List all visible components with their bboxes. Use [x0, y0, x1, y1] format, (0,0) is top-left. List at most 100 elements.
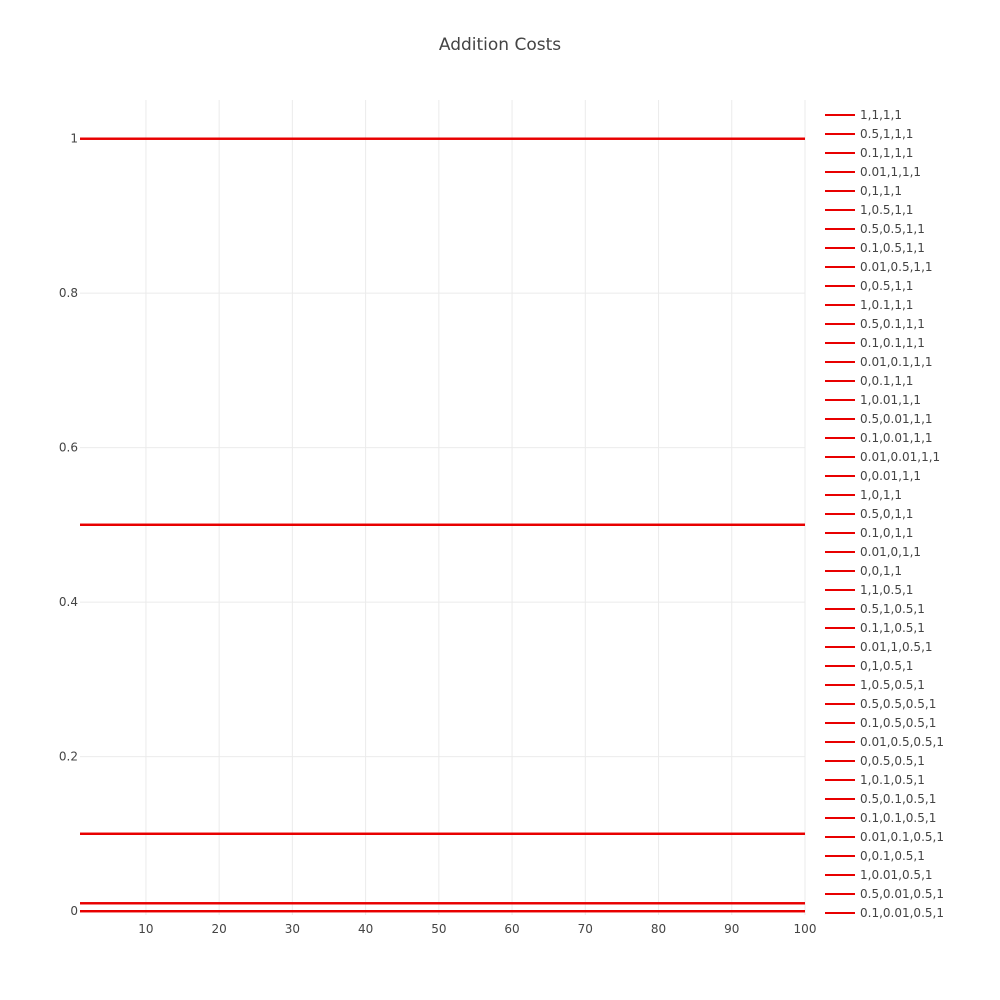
legend-item[interactable]: 0,0.01,1,1 — [825, 469, 921, 483]
x-tick-label: 100 — [794, 922, 817, 936]
legend-item[interactable]: 0.01,1,0.5,1 — [825, 640, 933, 654]
legend-item[interactable]: 0.1,1,0.5,1 — [825, 621, 925, 635]
legend-item[interactable]: 0.5,0.1,0.5,1 — [825, 792, 936, 806]
legend-item[interactable]: 0.01,0.5,0.5,1 — [825, 735, 944, 749]
legend-label: 0.01,0.5,0.5,1 — [860, 735, 944, 749]
legend-label: 0.1,0.5,0.5,1 — [860, 716, 936, 730]
legend-item[interactable]: 1,0.1,1,1 — [825, 298, 913, 312]
legend-item[interactable]: 0,0.5,1,1 — [825, 279, 913, 293]
legend-item[interactable]: 0.5,0.01,0.5,1 — [825, 887, 944, 901]
legend-item[interactable]: 0.5,1,1,1 — [825, 127, 913, 141]
legend-label: 0.5,0,1,1 — [860, 507, 913, 521]
legend-label: 0.01,0.1,1,1 — [860, 355, 933, 369]
legend-item[interactable]: 0.01,0.1,1,1 — [825, 355, 933, 369]
y-tick-label: 0.4 — [59, 595, 78, 609]
legend-item[interactable]: 1,1,1,1 — [825, 108, 902, 122]
x-axis: 10 20 30 40 50 60 70 80 90 100 — [138, 922, 816, 936]
plot-area — [80, 137, 805, 913]
legend-label: 0.01,0.1,0.5,1 — [860, 830, 944, 844]
legend-item[interactable]: 1,0.01,0.5,1 — [825, 868, 933, 882]
legend-item[interactable]: 0.01,0.01,1,1 — [825, 450, 940, 464]
legend-label: 0,0.1,0.5,1 — [860, 849, 925, 863]
legend-label: 0.5,1,0.5,1 — [860, 602, 925, 616]
legend-item[interactable]: 0.1,0.5,1,1 — [825, 241, 925, 255]
legend-item[interactable]: 0,1,0.5,1 — [825, 659, 913, 673]
x-tick-label: 40 — [358, 922, 373, 936]
legend-label: 0.1,1,1,1 — [860, 146, 913, 160]
legend-label: 0,0.5,1,1 — [860, 279, 913, 293]
legend[interactable]: 1,1,1,1 0.5,1,1,1 0.1,1,1,1 0.01,1,1,1 0,1,1… — [825, 108, 944, 920]
legend-item[interactable]: 0.5,0,1,1 — [825, 507, 913, 521]
legend-label: 1,0.01,0.5,1 — [860, 868, 933, 882]
legend-item[interactable]: 1,0.01,1,1 — [825, 393, 921, 407]
legend-item[interactable]: 0,0.1,1,1 — [825, 374, 913, 388]
x-tick-label: 50 — [431, 922, 446, 936]
legend-item[interactable]: 0.01,0.5,1,1 — [825, 260, 933, 274]
legend-label: 0,0.01,1,1 — [860, 469, 921, 483]
legend-label: 1,0.1,0.5,1 — [860, 773, 925, 787]
legend-label: 0,0.5,0.5,1 — [860, 754, 925, 768]
legend-label: 0.5,0.5,0.5,1 — [860, 697, 936, 711]
legend-label: 0,1,1,1 — [860, 184, 902, 198]
x-tick-label: 70 — [578, 922, 593, 936]
legend-label: 0.01,0.01,1,1 — [860, 450, 940, 464]
legend-item[interactable]: 0.1,0.1,1,1 — [825, 336, 925, 350]
legend-item[interactable]: 0.5,0.5,1,1 — [825, 222, 925, 236]
chart-title: Addition Costs — [439, 35, 561, 55]
legend-label: 0.01,1,0.5,1 — [860, 640, 933, 654]
legend-item[interactable]: 0.1,0.01,1,1 — [825, 431, 933, 445]
legend-item[interactable]: 1,0.5,1,1 — [825, 203, 913, 217]
legend-label: 0.1,0.01,0.5,1 — [860, 906, 944, 920]
legend-item[interactable]: 0.1,1,1,1 — [825, 146, 913, 160]
legend-label: 0.5,0.5,1,1 — [860, 222, 925, 236]
legend-item[interactable]: 0.5,1,0.5,1 — [825, 602, 925, 616]
legend-label: 0.5,1,1,1 — [860, 127, 913, 141]
y-tick-label: 0 — [70, 904, 78, 918]
x-tick-label: 80 — [651, 922, 666, 936]
y-tick-label: 0.2 — [59, 750, 78, 764]
legend-item[interactable]: 1,0,1,1 — [825, 488, 902, 502]
legend-item[interactable]: 0.5,0.01,1,1 — [825, 412, 933, 426]
legend-label: 0,0.1,1,1 — [860, 374, 913, 388]
legend-item[interactable]: 0.5,0.5,0.5,1 — [825, 697, 936, 711]
legend-label: 1,0.1,1,1 — [860, 298, 913, 312]
x-tick-label: 90 — [724, 922, 739, 936]
legend-item[interactable]: 0.1,0.1,0.5,1 — [825, 811, 936, 825]
y-axis: 0 0.2 0.4 0.6 0.8 1 — [59, 132, 78, 919]
legend-item[interactable]: 1,1,0.5,1 — [825, 583, 913, 597]
legend-item[interactable]: 1,0.1,0.5,1 — [825, 773, 925, 787]
legend-label: 0.5,0.1,0.5,1 — [860, 792, 936, 806]
legend-item[interactable]: 0.1,0.01,0.5,1 — [825, 906, 944, 920]
legend-label: 0.01,1,1,1 — [860, 165, 921, 179]
legend-item[interactable]: 0,0.5,0.5,1 — [825, 754, 925, 768]
legend-item[interactable]: 0.1,0.5,0.5,1 — [825, 716, 936, 730]
legend-label: 0,0,1,1 — [860, 564, 902, 578]
y-tick-label: 0.6 — [59, 441, 78, 455]
x-tick-label: 20 — [212, 922, 227, 936]
legend-label: 0.1,0.1,1,1 — [860, 336, 925, 350]
legend-label: 1,0.01,1,1 — [860, 393, 921, 407]
legend-item[interactable]: 0,0.1,0.5,1 — [825, 849, 925, 863]
legend-item[interactable]: 0.5,0.1,1,1 — [825, 317, 925, 331]
legend-label: 1,1,0.5,1 — [860, 583, 913, 597]
legend-label: 0.1,1,0.5,1 — [860, 621, 925, 635]
legend-label: 0,1,0.5,1 — [860, 659, 913, 673]
legend-item[interactable]: 1,0.5,0.5,1 — [825, 678, 925, 692]
legend-item[interactable]: 0.1,0,1,1 — [825, 526, 913, 540]
legend-label: 1,0,1,1 — [860, 488, 902, 502]
legend-item[interactable]: 0.01,1,1,1 — [825, 165, 921, 179]
grid — [80, 100, 806, 915]
legend-label: 0.5,0.1,1,1 — [860, 317, 925, 331]
legend-item[interactable]: 0,0,1,1 — [825, 564, 902, 578]
legend-item[interactable]: 0,1,1,1 — [825, 184, 902, 198]
legend-label: 1,1,1,1 — [860, 108, 902, 122]
legend-item[interactable]: 0.01,0,1,1 — [825, 545, 921, 559]
legend-label: 0.01,0.5,1,1 — [860, 260, 933, 274]
x-tick-label: 60 — [504, 922, 519, 936]
legend-item[interactable]: 0.01,0.1,0.5,1 — [825, 830, 944, 844]
y-tick-label: 1 — [70, 132, 78, 146]
legend-label: 0.1,0.1,0.5,1 — [860, 811, 936, 825]
legend-label: 0.01,0,1,1 — [860, 545, 921, 559]
x-tick-label: 30 — [285, 922, 300, 936]
